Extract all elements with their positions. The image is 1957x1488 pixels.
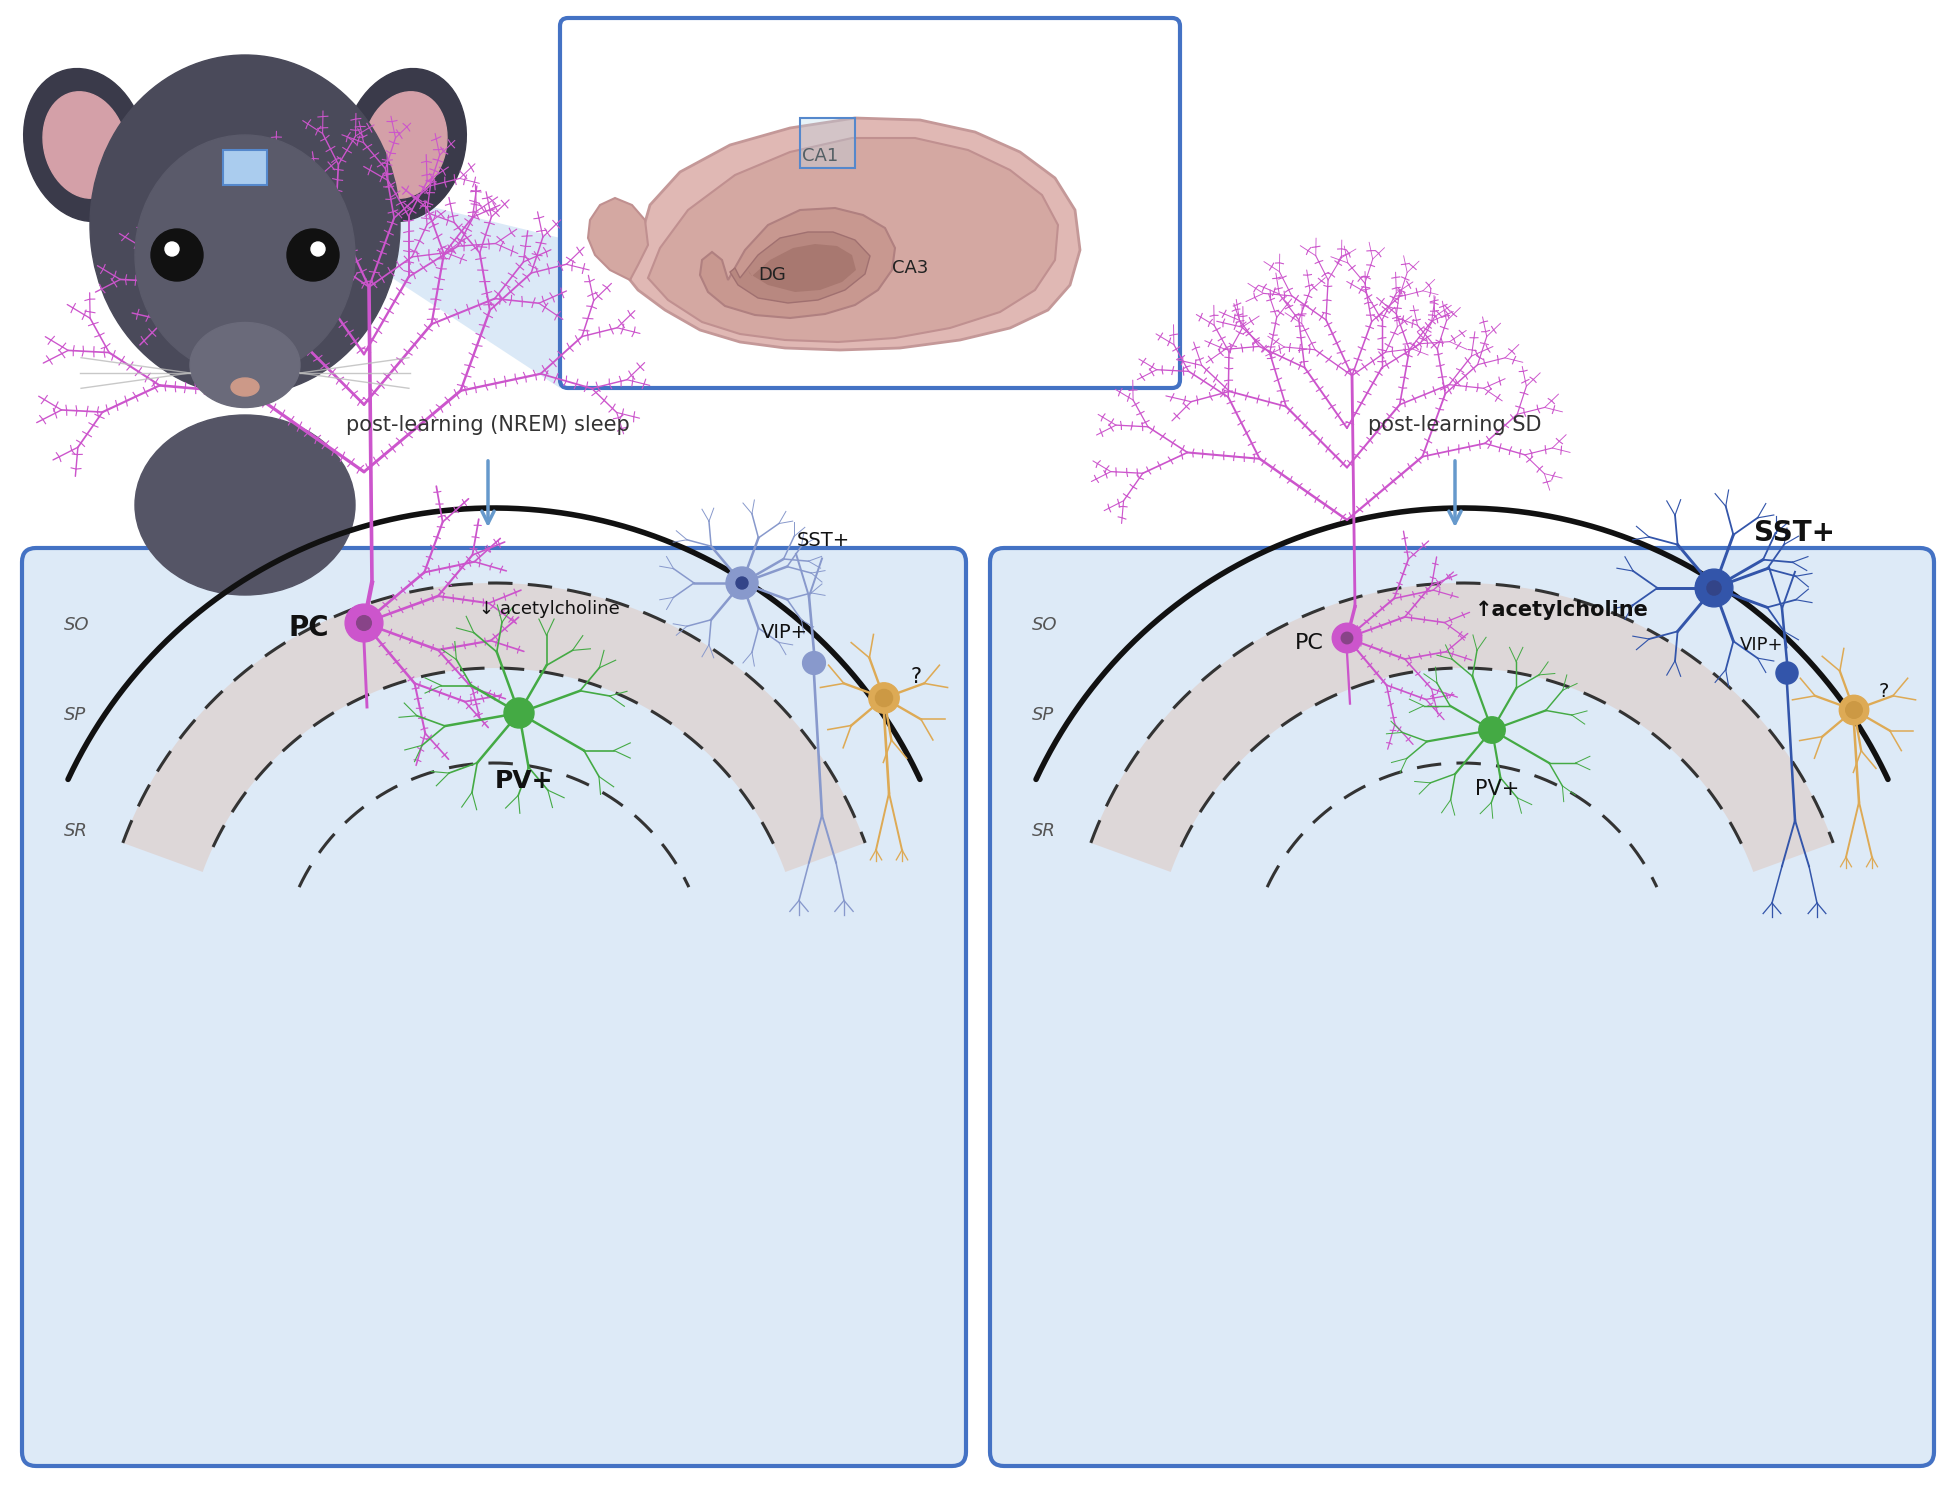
Circle shape (1775, 662, 1798, 684)
Bar (223, 150, 266, 185)
Bar (800, 118, 855, 168)
Circle shape (356, 616, 372, 631)
Text: ?: ? (1879, 682, 1889, 701)
Ellipse shape (344, 68, 466, 222)
Circle shape (736, 577, 748, 589)
Text: CA1: CA1 (802, 147, 838, 165)
Text: ↓ acetylcholine: ↓ acetylcholine (479, 600, 618, 618)
Circle shape (1341, 632, 1352, 644)
Polygon shape (587, 198, 648, 280)
Circle shape (344, 604, 384, 641)
Circle shape (1333, 623, 1362, 653)
Polygon shape (648, 138, 1059, 342)
Text: SP: SP (65, 707, 86, 725)
Text: PV+: PV+ (495, 769, 554, 793)
Circle shape (875, 689, 892, 707)
Circle shape (1707, 580, 1720, 595)
Ellipse shape (362, 92, 446, 198)
Text: PC: PC (290, 615, 329, 641)
Circle shape (164, 243, 178, 256)
Circle shape (288, 229, 339, 281)
Text: SST+: SST+ (796, 531, 849, 551)
Ellipse shape (135, 415, 354, 595)
Text: SO: SO (1031, 616, 1057, 634)
Text: SST+: SST+ (1753, 519, 1836, 548)
Text: SR: SR (65, 821, 88, 839)
Circle shape (151, 229, 204, 281)
Polygon shape (701, 208, 894, 318)
Text: VIP+: VIP+ (761, 623, 808, 643)
Text: VIP+: VIP+ (1740, 635, 1783, 655)
Ellipse shape (190, 323, 299, 408)
Circle shape (1479, 717, 1505, 743)
Polygon shape (748, 244, 855, 292)
Circle shape (726, 567, 757, 600)
Text: ?: ? (910, 667, 922, 687)
Text: CA3: CA3 (892, 259, 928, 277)
Text: post-learning SD: post-learning SD (1368, 415, 1542, 434)
Polygon shape (123, 583, 865, 872)
Text: DG: DG (757, 266, 787, 284)
Circle shape (311, 243, 325, 256)
Ellipse shape (23, 68, 147, 222)
Circle shape (1840, 695, 1869, 725)
Circle shape (505, 698, 534, 728)
Circle shape (1695, 568, 1732, 607)
Circle shape (802, 652, 826, 674)
FancyBboxPatch shape (22, 548, 967, 1466)
Text: ↑acetylcholine: ↑acetylcholine (1476, 600, 1650, 620)
Text: post-learning (NREM) sleep: post-learning (NREM) sleep (346, 415, 630, 434)
Text: SR: SR (1031, 821, 1057, 839)
Text: SO: SO (65, 616, 90, 634)
Ellipse shape (135, 135, 354, 375)
Ellipse shape (90, 55, 399, 394)
Text: SP: SP (1031, 707, 1055, 725)
Text: PC: PC (1296, 632, 1323, 653)
Ellipse shape (43, 92, 127, 198)
Ellipse shape (231, 378, 258, 396)
Polygon shape (730, 232, 871, 304)
Circle shape (869, 683, 898, 713)
FancyBboxPatch shape (560, 18, 1180, 388)
Polygon shape (223, 167, 1180, 388)
Circle shape (1845, 702, 1863, 719)
Text: PV+: PV+ (1476, 780, 1519, 799)
Polygon shape (630, 118, 1080, 350)
FancyBboxPatch shape (990, 548, 1934, 1466)
Polygon shape (1090, 583, 1834, 872)
